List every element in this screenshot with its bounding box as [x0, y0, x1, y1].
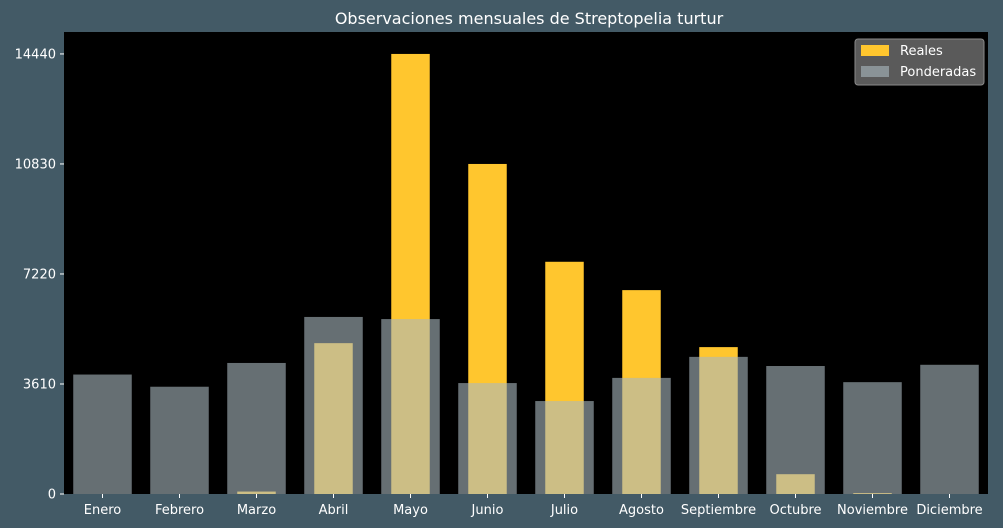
bar-ponderadas [535, 401, 594, 494]
x-tick-label: Abril [319, 503, 349, 518]
y-tick-label: 10830 [15, 157, 56, 172]
y-tick-label: 0 [48, 488, 56, 503]
x-tick-label: Junio [471, 503, 504, 518]
plot-area [64, 32, 988, 494]
x-tick-label: Marzo [237, 503, 276, 518]
x-tick-label: Diciembre [916, 503, 982, 518]
y-tick-label: 14440 [15, 47, 56, 62]
bar-ponderadas [304, 316, 363, 494]
x-tick-label: Octubre [769, 503, 821, 518]
bar-ponderadas [458, 383, 517, 494]
bar-ponderadas [381, 319, 440, 494]
x-tick-label: Agosto [619, 503, 664, 518]
bar-ponderadas [920, 364, 979, 494]
y-tick-label: 7220 [23, 267, 56, 282]
legend-label-reales: Reales [900, 44, 943, 59]
legend-label-ponderadas: Ponderadas [900, 65, 976, 80]
bar-ponderadas [227, 362, 286, 494]
bar-ponderadas [73, 374, 132, 494]
legend: Reales Ponderadas [854, 38, 985, 86]
x-axis: Enero Febrero Marzo Abril Mayo Junio Julio Agos… [84, 494, 983, 518]
x-tick-label: Mayo [393, 503, 428, 518]
x-tick-label: Julio [550, 503, 578, 518]
bar-ponderadas [766, 366, 825, 494]
x-tick-label: Febrero [155, 503, 204, 518]
legend-swatch-ponderadas [861, 66, 889, 77]
bar-ponderadas [150, 386, 209, 494]
x-tick-label: Noviembre [837, 503, 908, 518]
bar-ponderadas [689, 356, 748, 494]
y-axis: 0 3610 7220 10830 14440 [15, 47, 64, 503]
bar-ponderadas [843, 382, 902, 494]
legend-swatch-reales [861, 45, 889, 56]
y-tick-label: 3610 [23, 377, 56, 392]
x-tick-label: Enero [84, 503, 122, 518]
bar-ponderadas [612, 377, 671, 494]
x-tick-label: Septiembre [681, 503, 756, 518]
chart-title: Observaciones mensuales de Streptopelia … [335, 9, 724, 28]
bars-ponderadas [73, 316, 979, 494]
